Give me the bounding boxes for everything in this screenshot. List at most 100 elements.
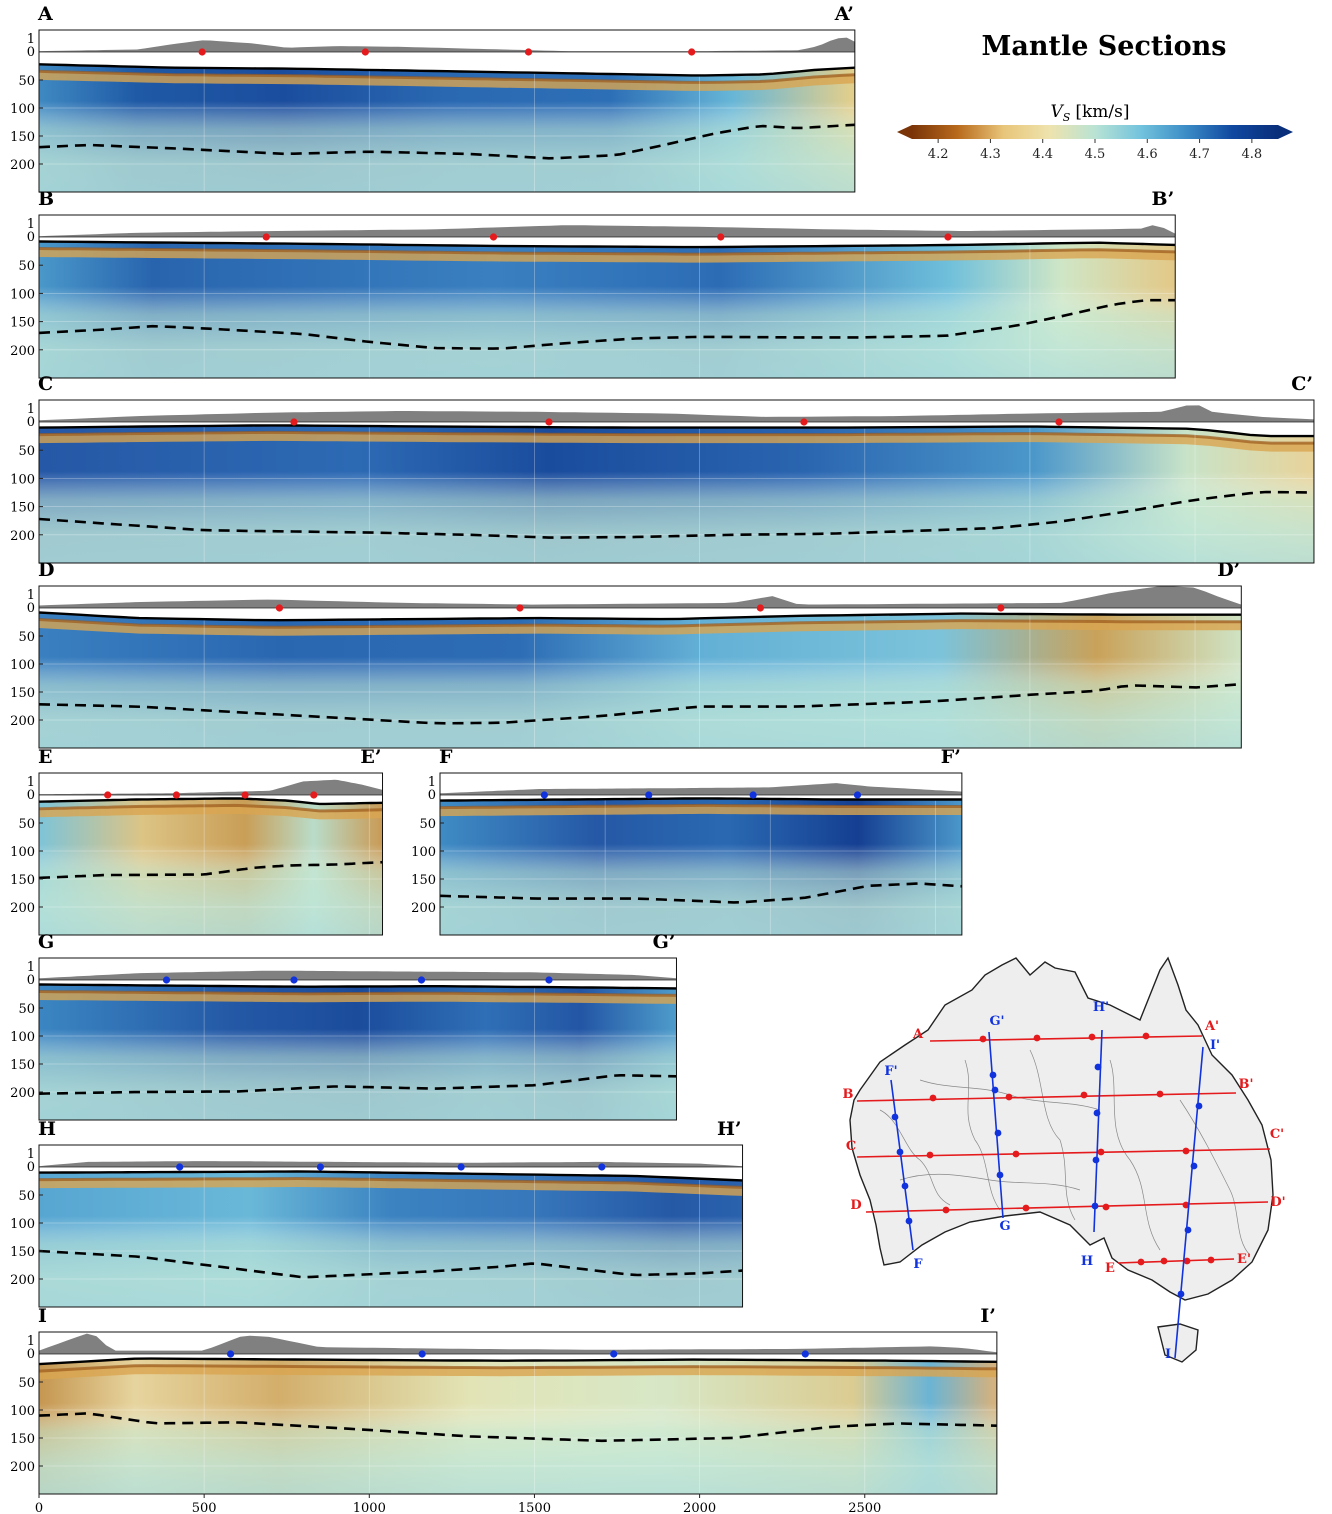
lithosphere-slow-core [39, 1176, 743, 1189]
y-tick-label: 0 [27, 973, 35, 988]
lithosphere-slow-core [39, 1364, 997, 1373]
section-start-label: I [38, 1305, 47, 1327]
map-line-red [856, 1092, 1237, 1102]
section-marker [545, 418, 553, 426]
moho-boundary-line [38, 797, 383, 806]
y-tick-label: 1 [27, 588, 35, 603]
map-line-start-label: C [846, 1139, 856, 1154]
y-tick-label: 100 [10, 1030, 35, 1045]
section-marker [516, 604, 524, 612]
y-tick-label: 200 [10, 158, 35, 173]
y-tick-label: 150 [411, 873, 436, 888]
section-frame [38, 585, 1242, 749]
section-marker [176, 1163, 184, 1171]
y-tick-label: 0 [27, 788, 35, 803]
x-tick-label: 0 [35, 1501, 43, 1514]
lab-dashed-line [38, 1249, 743, 1279]
section-marker [290, 418, 298, 426]
section-marker [457, 1163, 465, 1171]
section-end-label: F’ [941, 746, 961, 768]
map-line-start-label: D [850, 1198, 861, 1213]
section-frame [38, 772, 384, 936]
x-tick-label: 2500 [848, 1501, 881, 1514]
y-tick-label: 0 [27, 45, 35, 60]
y-tick-label: 0 [27, 415, 35, 430]
moho-boundary-line [439, 797, 962, 802]
velocity-depth-shading [39, 980, 677, 1120]
y-tick-label: 150 [10, 1058, 35, 1073]
lab-dashed-line [439, 882, 962, 904]
y-axis: 10 50 100 150 200 [10, 402, 43, 544]
y-tick-label: 150 [10, 130, 35, 145]
y-tick-label: 50 [18, 817, 35, 832]
colorbar-over-arrow [1278, 125, 1293, 139]
y-tick-label: 50 [18, 444, 35, 459]
map-line-end-label: C' [1270, 1127, 1284, 1142]
colorbar-bar [912, 125, 1278, 139]
section-d: 10 50 100 150 200 D D’ [10, 559, 1242, 749]
crust-mask [39, 608, 1242, 621]
section-frame [439, 772, 963, 936]
y-tick-label: 50 [18, 630, 35, 645]
map-line-start-label: G [999, 1219, 1010, 1234]
colorbar-tick-label: 4.5 [1085, 147, 1106, 162]
y-tick-label: 100 [10, 845, 35, 860]
section-marker [1055, 418, 1063, 426]
topography [39, 586, 1242, 608]
section-marker [749, 791, 757, 799]
y-tick-label: 150 [10, 1245, 35, 1260]
x-tick-label: 2000 [683, 1501, 716, 1514]
tasmania-outline [1157, 1323, 1199, 1363]
y-tick-label: 150 [10, 501, 35, 516]
lithosphere-slow-band [39, 991, 677, 1004]
section-start-label: A [37, 3, 53, 25]
map-marker [1005, 1093, 1013, 1101]
topography [39, 1161, 743, 1167]
section-marker [944, 233, 952, 241]
section-f: 10 50 100 150 200 F F’ [411, 746, 963, 936]
section-a: 10 50 100 150 200 A A’ [10, 3, 856, 193]
velocity-depth-shading [440, 795, 962, 935]
y-tick-label: 0 [27, 601, 35, 616]
section-start-label: G [38, 931, 54, 953]
section-marker [262, 233, 270, 241]
section-start-label: E [38, 746, 52, 768]
map-line-blue [1093, 1029, 1103, 1233]
section-marker [853, 791, 862, 799]
section-marker [275, 604, 284, 612]
grid [39, 795, 383, 935]
colorbar-label-sub: S [1063, 111, 1071, 124]
map-marker [1093, 1109, 1101, 1117]
y-tick-label: 50 [18, 74, 35, 89]
crust-mask [39, 1167, 743, 1181]
y-tick-label: 200 [10, 1460, 35, 1475]
map-marker [1184, 1226, 1192, 1234]
map-line-red [1117, 1258, 1235, 1264]
x-axis: 0 500 1000 1500 2000 2500 [35, 1494, 881, 1514]
figure-title: Mantle Sections [981, 31, 1226, 62]
section-marker [524, 48, 533, 56]
moho-boundary-line [38, 611, 1242, 622]
section-start-label: D [38, 559, 54, 581]
y-tick-label: 50 [18, 259, 35, 274]
map-marker [1094, 1063, 1102, 1071]
map-marker [1207, 1256, 1215, 1264]
map-line-end-label: A' [1204, 1019, 1219, 1034]
y-axis: 10 50 100 150 200 [411, 775, 444, 916]
y-tick-label: 1 [27, 217, 35, 232]
map-marker [1142, 1032, 1150, 1040]
y-tick-label: 150 [10, 686, 35, 701]
section-marker [198, 48, 206, 56]
grid [39, 422, 1314, 563]
section-end-label: C’ [1291, 373, 1313, 395]
y-tick-label: 150 [10, 873, 35, 888]
crust-mask [39, 1354, 997, 1365]
moho-boundary-line [38, 983, 677, 990]
map-marker [901, 1182, 909, 1190]
colorbar-tick-label: 4.6 [1137, 147, 1158, 162]
lab-dashed-line [38, 860, 383, 880]
map-marker [1097, 1148, 1105, 1156]
colorbar-label-unit: [km/s] [1075, 102, 1129, 122]
lithosphere-slow-core [39, 247, 1176, 256]
moho-boundary-line [39, 1170, 743, 1182]
